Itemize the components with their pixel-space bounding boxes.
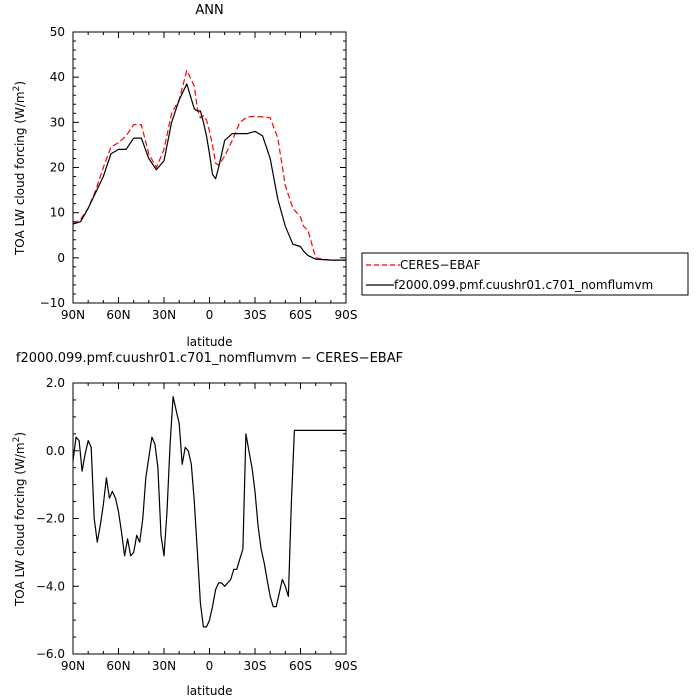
legend: CERES−EBAF f2000.099.pmf.cuushr01.c701_n… — [361, 252, 689, 296]
bottom-y-tick-label: −6.0 — [36, 647, 65, 661]
top-x-tick-label: 30N — [152, 308, 176, 322]
top-plot-frame — [72, 31, 347, 304]
top-x-axis-title: latitude — [186, 335, 232, 349]
bottom-series-line-0 — [72, 396, 346, 628]
bottom-x-tick-label: 90N — [61, 659, 85, 673]
bottom-ticks: 90N 60N 30N 0 30S 60S 90S −6.0 −4.0 −2.0 0.0 2.0 — [36, 376, 358, 673]
bottom-y-tick-label: 0.0 — [46, 444, 65, 458]
legend-label-ceres: CERES−EBAF — [400, 258, 481, 272]
top-series-line-1 — [72, 83, 346, 261]
bottom-x-axis-title: latitude — [186, 684, 232, 698]
top-panel: ANN 90N 60N 30N 0 30S 60S 90S −10 0 10 20 30 40 50 la… — [12, 3, 357, 349]
top-y-tick-label: 10 — [50, 206, 65, 220]
bottom-y-tick-label: −2.0 — [36, 512, 65, 526]
bottom-x-tick-label: 30N — [152, 659, 176, 673]
bottom-panel: f2000.099.pmf.cuushr01.c701_nomflumvm − … — [12, 351, 403, 698]
bottom-y-axis-title-sup: 2 — [12, 437, 22, 443]
bottom-x-tick-label: 0 — [206, 659, 214, 673]
legend-box — [361, 252, 689, 296]
top-y-tick-label: 20 — [50, 161, 65, 175]
top-series-group — [72, 69, 346, 261]
top-y-tick-label: 50 — [50, 25, 65, 39]
top-y-axis-title-suffix: ) — [13, 81, 27, 86]
top-y-axis-title-sup: 2 — [12, 86, 22, 92]
top-y-axis-title-prefix: TOA LW cloud forcing (W/m — [13, 91, 27, 256]
legend-label-model: f2000.099.pmf.cuushr01.c701_nomflumvm — [394, 278, 653, 292]
top-chart-title: ANN — [195, 3, 223, 18]
top-x-tick-label: 60S — [289, 308, 312, 322]
bottom-x-tick-label: 60N — [106, 659, 130, 673]
bottom-y-tick-label: 2.0 — [46, 376, 65, 390]
bottom-y-axis-title-prefix: TOA LW cloud forcing (W/m — [13, 442, 27, 607]
bottom-x-tick-label: 60S — [289, 659, 312, 673]
bottom-plot-frame — [72, 382, 347, 655]
top-x-tick-label: 90S — [335, 308, 358, 322]
top-x-tick-label: 30S — [244, 308, 267, 322]
top-x-tick-label: 0 — [206, 308, 214, 322]
bottom-chart-title: f2000.099.pmf.cuushr01.c701_nomflumvm − … — [16, 351, 403, 366]
top-y-axis-title: TOA LW cloud forcing (W/m2) — [12, 81, 27, 256]
bottom-x-tick-label: 30S — [244, 659, 267, 673]
bottom-y-tick-label: −4.0 — [36, 579, 65, 593]
bottom-y-axis-title: TOA LW cloud forcing (W/m2) — [12, 432, 27, 607]
bottom-y-axis-title-suffix: ) — [13, 432, 27, 437]
top-y-tick-label: 40 — [50, 70, 65, 84]
top-x-tick-label: 60N — [106, 308, 130, 322]
top-x-tick-label: 90N — [61, 308, 85, 322]
bottom-series-group — [72, 396, 346, 628]
top-series-line-0 — [72, 69, 346, 261]
bottom-x-tick-label: 90S — [335, 659, 358, 673]
top-y-tick-label: 30 — [50, 115, 65, 129]
top-y-tick-label: −10 — [40, 296, 65, 310]
top-y-tick-label: 0 — [57, 251, 65, 265]
top-ticks: 90N 60N 30N 0 30S 60S 90S −10 0 10 20 30 40 50 — [40, 25, 358, 322]
